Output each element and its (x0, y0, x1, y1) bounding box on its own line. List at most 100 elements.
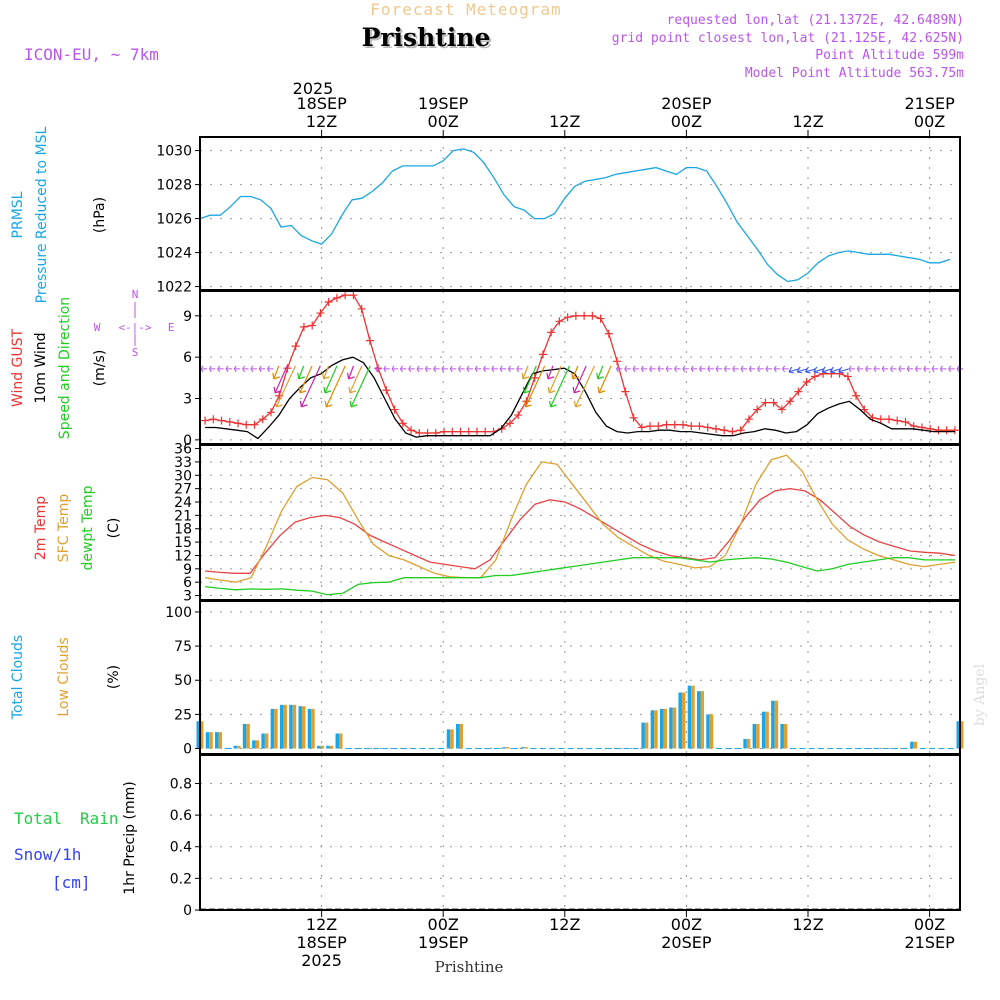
low-clouds-bar (218, 732, 223, 749)
wind-direction-arrow (458, 365, 465, 373)
y-tick-label: 100 (165, 605, 192, 621)
wind-gust-marker (720, 426, 729, 435)
wind-gust-marker (604, 329, 613, 338)
wind-direction-arrow (225, 365, 232, 373)
wind-gust-marker (390, 405, 399, 414)
wind-direction-arrow (615, 365, 623, 373)
wind-direction-arrow (208, 365, 216, 373)
compass-e: E (168, 321, 175, 334)
x-tick-label-top-date: 19SEP (418, 94, 469, 113)
wind-gust-marker (225, 417, 234, 426)
wind-gust-marker (786, 397, 795, 406)
wind-gust-marker (852, 391, 861, 400)
wind-direction-arrow (865, 365, 872, 373)
y-tick-label: 33 (174, 455, 192, 471)
wind-gust-marker (588, 311, 597, 320)
wind-direction-arrow (322, 365, 330, 380)
x-tick-label-top-time: 00Z (914, 112, 945, 131)
wind-direction-arrow (931, 365, 939, 373)
wind-gust-marker (629, 413, 638, 422)
compass-legend: W E <-|-> N S (94, 288, 175, 359)
wind-direction-arrow (233, 365, 241, 373)
wind-direction-arrow (657, 365, 664, 373)
y-tick-label: 27 (174, 482, 192, 498)
total-clouds-bar (446, 729, 451, 749)
wind-direction-arrow (408, 365, 415, 373)
wind-direction-arrow (267, 365, 274, 373)
total-clouds-bar (678, 692, 682, 749)
wind-direction-arrow (640, 365, 648, 373)
wind-gust-marker (728, 427, 737, 436)
wind-gust-marker (637, 423, 646, 432)
wind-direction-arrow (383, 365, 390, 373)
total-clouds-bar (687, 685, 692, 749)
low-clouds-bar (505, 747, 510, 749)
wind-gust-marker (316, 309, 325, 318)
y-tick-label: 18 (174, 522, 192, 538)
low-clouds-bar (246, 723, 250, 749)
wind-gust-marker (505, 419, 514, 428)
wind-gust-marker (332, 293, 341, 302)
wind-direction-arrow (297, 365, 305, 380)
city-title-shadow: Prishtine (364, 25, 493, 54)
low-clouds-bar (292, 704, 297, 749)
wind-gust-marker (761, 398, 770, 407)
wind-direction-arrow (522, 365, 537, 394)
wind-gust-marker (299, 322, 308, 331)
wind-direction-arrow (597, 365, 612, 394)
y-tick-label: 3 (183, 589, 192, 605)
total-clouds-bar (261, 733, 265, 749)
wind-gust-marker (349, 291, 358, 300)
wind-gust-marker (209, 415, 218, 424)
low-clouds-bar (524, 747, 528, 749)
wind-direction-arrow (948, 365, 955, 373)
x-tick-label-bottom-time: 12Z (549, 915, 580, 934)
wind-gust-marker (596, 314, 605, 323)
wind-direction-arrow (274, 365, 296, 408)
wind-gust-marker (662, 420, 671, 429)
wind-direction-arrow (788, 366, 800, 374)
wind-direction-arrow (848, 365, 856, 373)
y-tick-label: 75 (174, 639, 192, 655)
wind-direction-arrow (715, 365, 723, 373)
compass-n: N (132, 288, 139, 301)
low-clouds-bar (700, 691, 704, 749)
y-tick-label: 50 (174, 673, 192, 689)
total-clouds-bar (771, 700, 775, 749)
wind-direction-arrow (474, 365, 482, 373)
compass-s: S (132, 346, 139, 359)
label-total-clouds: Total Clouds (10, 635, 26, 720)
series-layer (196, 148, 964, 910)
wind-direction-arrow (433, 365, 440, 373)
wind-gust-marker (415, 428, 424, 437)
y-tick-label: 9 (183, 562, 192, 578)
x-tick-label-top-date: 18SEP (296, 94, 347, 113)
wind-gust-marker (201, 416, 210, 425)
wind-direction-arrow (838, 366, 849, 374)
total-clouds-bar (641, 722, 645, 749)
wind-gust-marker (266, 408, 275, 417)
wind-direction-arrow (548, 365, 571, 408)
total-clouds-bar (279, 704, 284, 749)
total-clouds-bar (910, 741, 914, 749)
wind-gust-marker (950, 426, 959, 435)
wind-gust-marker (901, 417, 910, 426)
label-hpa: (hPa) (92, 197, 108, 233)
label-low-clouds: Low Clouds (56, 637, 72, 716)
panel-frame (199, 136, 961, 291)
wind-gust-marker (802, 377, 811, 386)
total-clouds-bar (326, 745, 330, 749)
wind-direction-arrow (624, 365, 631, 373)
wind-direction-arrow (349, 365, 371, 408)
total-clouds-bar (502, 747, 506, 749)
wind-direction-arrow (424, 365, 432, 373)
wind-direction-arrow (856, 365, 864, 373)
wind-direction-arrow (571, 365, 580, 380)
wind-direction-arrow (699, 365, 706, 373)
wind-gust-marker (365, 336, 374, 345)
wind-gust-marker (679, 420, 688, 429)
wind-gust-marker (283, 364, 292, 373)
wind-gust-marker (736, 426, 745, 435)
wind-direction-arrow (272, 365, 281, 380)
total-clouds-bar (289, 704, 293, 749)
